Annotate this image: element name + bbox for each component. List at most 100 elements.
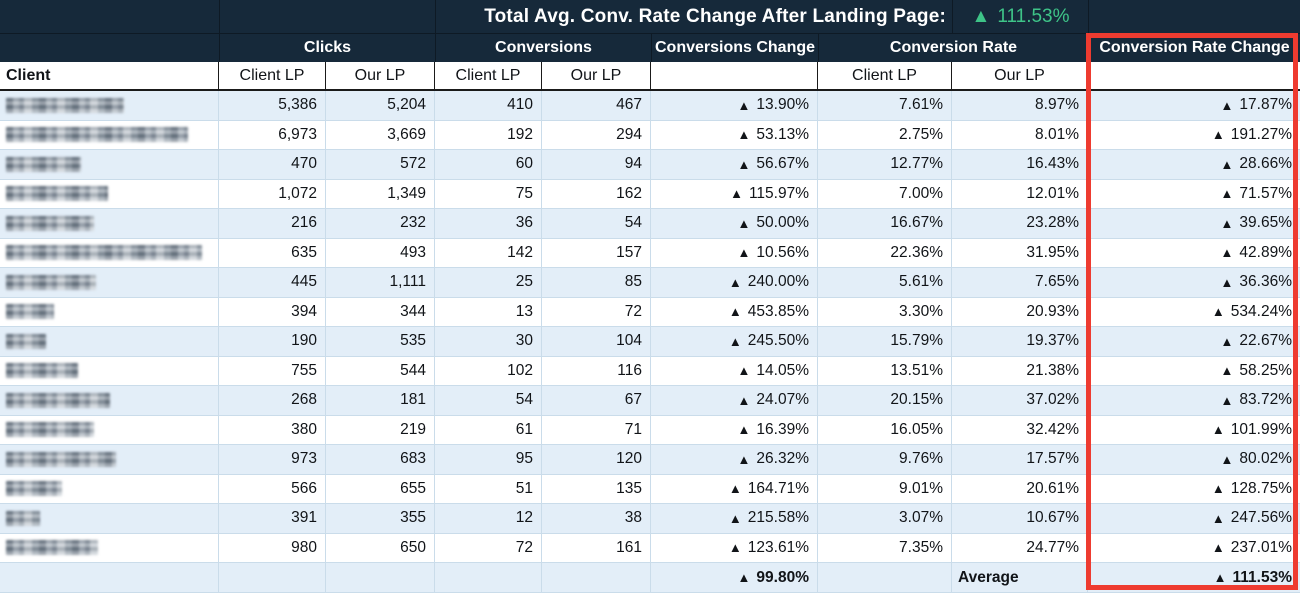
- rate-client-lp-cell: 3.07%: [818, 504, 952, 533]
- clicks-client-lp-cell: 190: [219, 327, 326, 356]
- rate-change-cell: ▲ 71.57%: [1088, 180, 1300, 209]
- up-arrow-icon: ▲: [728, 274, 742, 290]
- rate-change-cell: ▲ 36.36%: [1088, 268, 1300, 297]
- rate-change-cell: ▲ 83.72%: [1088, 386, 1300, 415]
- up-arrow-icon: ▲: [737, 422, 751, 438]
- conversions-client-lp-cell: 75: [435, 179, 542, 208]
- up-arrow-icon: ▲: [737, 156, 751, 172]
- page-title: Total Avg. Conv. Rate Change After Landi…: [435, 0, 952, 33]
- conversions-our-lp-cell: 120: [542, 445, 651, 474]
- redacted-client-name: [6, 304, 54, 320]
- rate-client-lp-cell: 5.61%: [818, 268, 952, 297]
- conversions-change-cell-value: 453.85%: [747, 302, 809, 320]
- client-cell: [0, 179, 219, 208]
- rate-change-cell: ▲ 191.27%: [1088, 121, 1300, 150]
- conversions-change-cell: ▲ 14.05%: [651, 356, 818, 385]
- conversions-client-lp-cell: 72: [435, 533, 542, 562]
- column-header-conversions-client-lp: Client LP: [435, 62, 542, 89]
- conversions-our-lp-cell: 104: [542, 327, 651, 356]
- rate-client-lp-cell: 7.00%: [818, 179, 952, 208]
- title-row: Total Avg. Conv. Rate Change After Landi…: [0, 0, 1300, 33]
- up-arrow-icon: ▲: [737, 245, 751, 261]
- conversions-client-lp-cell: 30: [435, 327, 542, 356]
- conversions-our-lp-cell: 38: [542, 504, 651, 533]
- up-arrow-icon: ▲: [1211, 422, 1225, 438]
- group-header-clicks: Clicks: [219, 33, 435, 62]
- rate-our-lp-cell: 20.61%: [952, 474, 1088, 503]
- rate-client-lp-cell: 7.35%: [818, 533, 952, 562]
- redacted-client-name: [6, 97, 124, 113]
- rate-client-lp-cell: 7.61%: [818, 91, 952, 120]
- group-header-conversions: Conversions: [435, 33, 651, 62]
- up-arrow-icon: ▲: [737, 363, 751, 379]
- clicks-our-lp-cell: 493: [326, 238, 435, 267]
- clicks-client-lp-cell: 973: [219, 445, 326, 474]
- clicks-our-lp-cell: 683: [326, 445, 435, 474]
- rate-change-cell: ▲ 237.01%: [1088, 534, 1300, 563]
- clicks-client-lp-cell: 566: [219, 474, 326, 503]
- title-spacer-right: [1088, 0, 1300, 33]
- conversions-change-cell: ▲ 453.85%: [651, 297, 818, 326]
- up-arrow-icon: ▲: [1211, 127, 1225, 143]
- table-row: 980 650 72 161 ▲ 123.61% 7.35% 24.77% ▲ 237.01%: [0, 533, 1300, 563]
- rate-our-lp-cell: 21.38%: [952, 356, 1088, 385]
- conversions-change-cell-value: 215.58%: [747, 509, 809, 527]
- conversions-change-cell-value: 115.97%: [748, 184, 809, 202]
- conversions-client-lp-cell: 13: [435, 297, 542, 326]
- table-row: 190 535 30 104 ▲ 245.50% 15.79% 19.37% ▲ 22.67%: [0, 327, 1300, 357]
- redacted-client-name: [6, 215, 94, 231]
- conversions-change-cell-value: 53.13%: [756, 125, 809, 143]
- up-arrow-icon: ▲: [737, 392, 751, 408]
- up-arrow-icon: ▲: [1220, 97, 1234, 113]
- up-arrow-icon: ▲: [1220, 186, 1234, 202]
- rate-our-lp-cell: 31.95%: [952, 238, 1088, 267]
- footer-blank: [326, 563, 435, 592]
- client-cell: [0, 386, 219, 415]
- conversions-change-cell-value: 164.71%: [747, 479, 809, 497]
- conversions-client-lp-cell: 410: [435, 91, 542, 120]
- conversions-client-lp-cell: 54: [435, 386, 542, 415]
- client-cell: [0, 533, 219, 562]
- clicks-client-lp-cell: 755: [219, 356, 326, 385]
- conversions-client-lp-cell: 60: [435, 150, 542, 179]
- redacted-client-name: [6, 245, 202, 261]
- redacted-client-name: [6, 392, 110, 408]
- conversions-our-lp-cell: 85: [542, 268, 651, 297]
- rate-client-lp-cell: 16.67%: [818, 209, 952, 238]
- rate-change-cell: ▲ 28.66%: [1088, 150, 1300, 179]
- conversions-our-lp-cell: 162: [542, 179, 651, 208]
- rate-change-cell-value: 534.24%: [1230, 302, 1292, 320]
- up-arrow-icon: ▲: [1211, 540, 1225, 556]
- total-avg-change-text: 111.53%: [997, 5, 1070, 27]
- conversions-change-cell-value: 245.50%: [747, 332, 809, 350]
- rate-change-cell-value: 191.27%: [1230, 125, 1292, 143]
- conversions-change-cell: ▲ 50.00%: [651, 209, 818, 238]
- redacted-client-name: [6, 422, 94, 438]
- client-cell: [0, 474, 219, 503]
- clicks-client-lp-cell: 470: [219, 150, 326, 179]
- rate-client-lp-cell: 9.01%: [818, 474, 952, 503]
- rate-change-cell: ▲ 39.65%: [1088, 209, 1300, 238]
- clicks-our-lp-cell: 181: [326, 386, 435, 415]
- client-cell: [0, 504, 219, 533]
- rate-our-lp-cell: 8.97%: [952, 91, 1088, 120]
- conversions-change-cell: ▲ 53.13%: [651, 120, 818, 149]
- conversions-client-lp-cell: 102: [435, 356, 542, 385]
- clicks-our-lp-cell: 232: [326, 209, 435, 238]
- title-spacer-clicks: [219, 0, 435, 33]
- rate-change-cell-value: 28.66%: [1239, 155, 1292, 173]
- conversions-our-lp-cell: 294: [542, 120, 651, 149]
- conversions-change-cell: ▲ 115.97%: [651, 179, 818, 208]
- rate-client-lp-cell: 2.75%: [818, 120, 952, 149]
- rate-our-lp-cell: 19.37%: [952, 327, 1088, 356]
- rate-change-cell: ▲ 17.87%: [1088, 91, 1300, 120]
- clicks-client-lp-cell: 445: [219, 268, 326, 297]
- redacted-client-name: [6, 481, 62, 497]
- clicks-client-lp-cell: 391: [219, 504, 326, 533]
- rate-client-lp-cell: 20.15%: [818, 386, 952, 415]
- rate-change-cell: ▲ 22.67%: [1088, 327, 1300, 356]
- rate-change-cell-value: 42.89%: [1239, 243, 1292, 261]
- rate-client-lp-cell: 3.30%: [818, 297, 952, 326]
- up-arrow-icon: ▲: [1211, 304, 1225, 320]
- clicks-our-lp-cell: 3,669: [326, 120, 435, 149]
